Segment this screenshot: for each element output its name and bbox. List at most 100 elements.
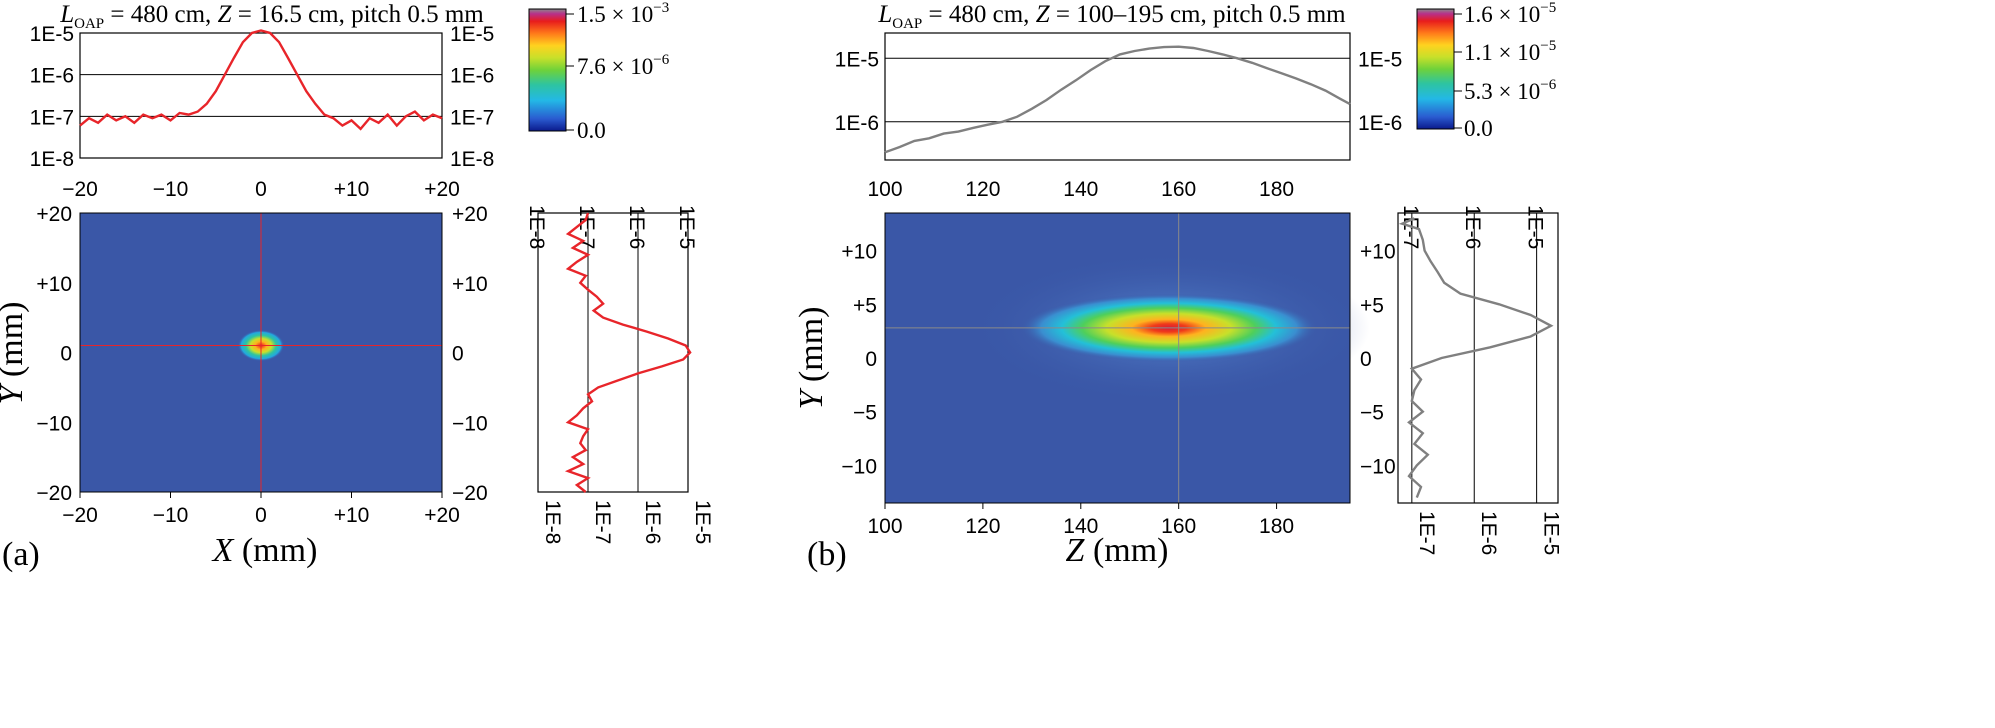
side-profile-frame bbox=[1397, 212, 1559, 504]
side-tick-label-bottom: 1E-6 bbox=[1477, 511, 1500, 555]
side-tick-label-bottom: 1E-7 bbox=[591, 500, 614, 544]
panel-b: LOAP = 480 cm, Z = 100–195 cm, pitch 0.5… bbox=[793, 0, 1563, 573]
side-tick-label-top: 1E-6 bbox=[1461, 205, 1484, 249]
colorbar-label-mantissa: 1.6 × 10 bbox=[1464, 2, 1540, 27]
colorbar-label-mantissa: 1.5 × 10 bbox=[577, 2, 653, 27]
top-xtick-label: 100 bbox=[867, 178, 902, 201]
x-axis-unit: (mm) bbox=[1084, 532, 1168, 569]
x-tick-label: +20 bbox=[424, 504, 460, 527]
chart-title: LOAP = 480 cm, Z = 100–195 cm, pitch 0.5… bbox=[877, 1, 1346, 32]
y-tick-label-left: 0 bbox=[60, 343, 72, 366]
y-tick-label-right: 0 bbox=[1360, 348, 1372, 371]
y-tick-label-right: −5 bbox=[1360, 402, 1384, 425]
x-tick-label: −10 bbox=[153, 504, 189, 527]
side-tick-label-top: 1E-5 bbox=[675, 205, 698, 249]
side-tick-label-top: 1E-6 bbox=[625, 205, 648, 249]
colorbar-label-mantissa: 1.1 × 10 bbox=[1464, 40, 1540, 65]
colorbar-gradient bbox=[1416, 8, 1455, 130]
colorbar-gradient bbox=[528, 8, 567, 132]
top-ytick-label-left: 1E-6 bbox=[835, 112, 879, 135]
heatmap: −20 −10 0 +10 +20+20 +20+10 +100 0−10 −10−20 −20 bbox=[36, 203, 487, 527]
colorbar-label: 5.3 × 10−6 bbox=[1464, 77, 1557, 104]
y-tick-label-right: 0 bbox=[452, 343, 464, 366]
x-axis-label: Z (mm) bbox=[1066, 532, 1169, 569]
top-profile-line bbox=[79, 29, 443, 131]
title-text-2: = 100–195 cm, pitch 0.5 mm bbox=[1050, 1, 1347, 28]
side-profile-frame bbox=[537, 212, 689, 493]
y-tick-label-left: +5 bbox=[853, 294, 877, 317]
title-z: Z bbox=[1036, 1, 1051, 28]
colorbar-label: 1.1 × 10−5 bbox=[1464, 38, 1556, 65]
y-tick-label-left: +10 bbox=[841, 241, 877, 264]
side-tick-label-bottom: 1E-5 bbox=[1540, 511, 1563, 555]
heatmap: 100 120 140 160 180 +10 +10 +5 +5 0 0 −5 −5 −10 −10 bbox=[841, 212, 1396, 538]
y-tick-label-left: −20 bbox=[36, 482, 72, 505]
title-z: Z bbox=[218, 1, 233, 28]
top-ytick-label-right: 1E-8 bbox=[450, 148, 494, 171]
top-xtick-label: 120 bbox=[965, 178, 1000, 201]
y-tick-label-left: 0 bbox=[865, 348, 877, 371]
top-xtick-label: +10 bbox=[334, 178, 370, 201]
side-tick-label-bottom: 1E-6 bbox=[641, 500, 664, 544]
title-text: = 480 cm, bbox=[104, 1, 217, 28]
colorbar-label-mantissa: 5.3 × 10 bbox=[1464, 79, 1540, 104]
top-ytick-label-left: 1E-5 bbox=[30, 23, 74, 46]
top-profile-frame bbox=[79, 32, 443, 159]
side-profile-line bbox=[564, 212, 692, 493]
top-ytick-label-left: 1E-6 bbox=[30, 65, 74, 88]
y-tick-label-right: +20 bbox=[452, 203, 488, 226]
top-ytick-label-left: 1E-5 bbox=[835, 48, 879, 71]
x-tick-label: 100 bbox=[867, 515, 902, 538]
top-xtick-label: −10 bbox=[153, 178, 189, 201]
top-xtick-label: 140 bbox=[1063, 178, 1098, 201]
colorbar-label-mantissa: 7.6 × 10 bbox=[577, 54, 653, 79]
y-tick-label-right: +10 bbox=[452, 273, 488, 296]
side-tick-label-top: 1E-5 bbox=[1524, 205, 1547, 249]
y-axis-label: Y (mm) bbox=[793, 307, 830, 410]
top-profile-line bbox=[884, 45, 1351, 154]
panel-label: (b) bbox=[807, 536, 847, 573]
top-ytick-label-right: 1E-5 bbox=[450, 23, 494, 46]
top-xtick-label: 180 bbox=[1259, 178, 1294, 201]
title-l: L bbox=[877, 1, 892, 28]
x-axis-var: X bbox=[211, 532, 235, 569]
top-xtick-label: −20 bbox=[62, 178, 98, 201]
side-profile-line bbox=[1398, 217, 1554, 499]
title-l: L bbox=[59, 1, 74, 28]
y-tick-label-right: −10 bbox=[452, 412, 488, 435]
colorbar-label-mantissa: 0.0 bbox=[577, 118, 606, 143]
colorbar-label: 0.0 bbox=[1464, 116, 1493, 141]
top-ytick-label-right: 1E-7 bbox=[450, 106, 494, 129]
x-axis-unit: (mm) bbox=[233, 532, 317, 569]
x-tick-label: 180 bbox=[1259, 515, 1294, 538]
colorbar: 1.6 × 10−51.1 × 10−5 5.3 × 10−6 0.0 bbox=[1416, 0, 1557, 141]
title-sub: OAP bbox=[892, 16, 922, 32]
colorbar-label: 0.0 bbox=[577, 118, 606, 143]
top-profile: 1E-5 1E-5 1E-6 1E-6 1E-7 1E-7 1E-8 1E-8 −20 −10 0 +… bbox=[30, 23, 495, 201]
colorbar-label-exponent: −6 bbox=[653, 52, 669, 68]
title-text-2: = 16.5 cm, pitch 0.5 mm bbox=[231, 1, 484, 28]
x-tick-label: −20 bbox=[62, 504, 98, 527]
side-profile: 1E-71E-71E-61E-61E-51E-5 bbox=[1397, 205, 1563, 555]
side-tick-label-top: 1E-8 bbox=[525, 205, 548, 249]
colorbar-label-exponent: −6 bbox=[1540, 77, 1556, 93]
x-axis-label: X (mm) bbox=[211, 532, 318, 569]
x-tick-label: 140 bbox=[1063, 515, 1098, 538]
x-axis-var: Z bbox=[1066, 532, 1086, 569]
y-tick-label-left: +10 bbox=[36, 273, 72, 296]
colorbar-label-exponent: −3 bbox=[653, 0, 669, 16]
top-ytick-label-left: 1E-7 bbox=[30, 106, 74, 129]
colorbar-label-exponent: −5 bbox=[1540, 38, 1556, 54]
x-tick-label: 160 bbox=[1161, 515, 1196, 538]
top-profile-frame bbox=[884, 32, 1351, 161]
top-xtick-label: +20 bbox=[424, 178, 460, 201]
y-tick-label-right: +10 bbox=[1360, 241, 1396, 264]
top-profile: 1E-5 1E-5 1E-6 1E-6 100 120 140 160 180 bbox=[835, 32, 1402, 201]
y-axis-var: Y bbox=[793, 387, 830, 409]
heatmap-frame bbox=[884, 212, 1351, 504]
top-xtick-label: 0 bbox=[255, 178, 267, 201]
y-tick-label-right: +5 bbox=[1360, 294, 1384, 317]
top-ytick-label-right: 1E-6 bbox=[450, 65, 494, 88]
side-tick-label-top: 1E-7 bbox=[575, 205, 598, 249]
top-ytick-label-right: 1E-6 bbox=[1358, 112, 1402, 135]
